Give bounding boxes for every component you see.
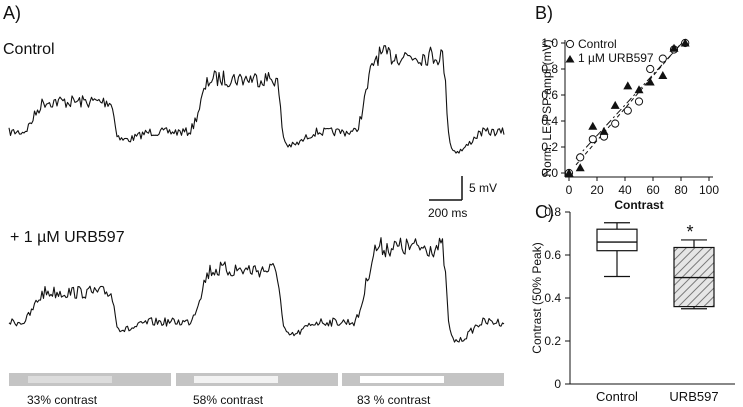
scale-bar: 5 mV 200 ms xyxy=(428,176,497,220)
b-point-urb597 xyxy=(669,43,679,52)
b-x-tick-label: 80 xyxy=(674,183,688,197)
c-y-tick-label: 0.4 xyxy=(544,291,561,305)
stimulus-pulse-3 xyxy=(360,376,444,383)
b-point-urb597 xyxy=(564,168,574,177)
b-point-control xyxy=(588,135,597,144)
stimulus-label-2: 58% contrast xyxy=(193,393,264,407)
b-point-urb597 xyxy=(588,121,598,130)
c-y-tick-label: 0.8 xyxy=(544,205,561,219)
b-point-control xyxy=(576,153,585,162)
b-point-urb597 xyxy=(623,81,633,90)
c-iqr-box xyxy=(596,228,638,252)
b-point-urb597 xyxy=(645,77,655,86)
c-y-tick-label: 0.6 xyxy=(544,248,561,262)
c-y-tick-label: 0.2 xyxy=(544,334,561,348)
contrast-50-boxplot: 0 0.2 0.4 0.6 0.8 Control URB597 Contrast (5… xyxy=(530,205,735,404)
stimulus-label-3: 83 % contrast xyxy=(357,393,431,407)
legend-urb-marker xyxy=(565,55,575,63)
urb-trace-label: + 1 µM URB597 xyxy=(10,229,125,246)
c-box-urb597 xyxy=(673,239,715,310)
legend-urb-label: 1 µM URB597 xyxy=(578,51,654,65)
stimulus-label-1: 33% contrast xyxy=(27,393,98,407)
b-y-tick-label: 0.8 xyxy=(541,62,558,76)
urb597-voltage-trace xyxy=(8,237,505,343)
b-y-tick-label: 0.4 xyxy=(541,114,558,128)
c-box-control xyxy=(596,222,638,278)
panel-c-label: C) xyxy=(535,202,554,222)
b-x-tick-label: 100 xyxy=(699,183,719,197)
b-y-axis-label: Norm. LE-PSP ampl (mV) xyxy=(540,39,554,176)
b-x-axis-label: Contrast xyxy=(614,198,663,212)
b-fit-line xyxy=(575,38,687,166)
b-x-tick-label: 20 xyxy=(590,183,604,197)
c-category-urb597: URB597 xyxy=(669,389,718,404)
c-significance-star: * xyxy=(686,222,693,242)
c-category-control: Control xyxy=(596,389,638,404)
b-point-control xyxy=(634,97,644,106)
contrast-response-chart: 0.0 0.2 0.4 0.6 0.8 1.0 0 20 40 60 80 100 Contrast… xyxy=(540,36,719,212)
b-point-urb597 xyxy=(634,85,644,94)
b-point-control xyxy=(658,54,667,63)
panel-a-label: A) xyxy=(3,3,21,23)
b-point-urb597 xyxy=(610,100,620,109)
control-trace-label: Control xyxy=(3,41,55,58)
b-x-tick-label: 60 xyxy=(646,183,660,197)
stimulus-timeline: 33% contrast 58% contrast 83 % contrast xyxy=(9,373,504,407)
b-y-tick-label: 0.6 xyxy=(541,88,558,102)
b-x-tick-label: 0 xyxy=(566,183,573,197)
stimulus-pulse-2 xyxy=(194,376,278,383)
panel-b-label: B) xyxy=(535,3,553,23)
scale-bar-time-label: 200 ms xyxy=(428,206,467,220)
b-x-tick-label: 40 xyxy=(618,183,632,197)
b-point-urb597 xyxy=(575,163,585,172)
c-y-axis-label: Contrast (50% Peak) xyxy=(530,242,544,353)
b-point-urb597 xyxy=(599,126,609,135)
b-point-control xyxy=(646,64,655,74)
control-voltage-trace xyxy=(8,45,505,154)
b-y-tick-label: 1.0 xyxy=(541,36,558,50)
b-legend: Control 1 µM URB597 xyxy=(565,37,654,65)
c-y-tick-label: 0 xyxy=(554,377,561,391)
scale-bar-voltage-label: 5 mV xyxy=(469,181,497,195)
b-point-control xyxy=(611,119,620,128)
legend-control-marker xyxy=(565,39,575,49)
stimulus-pulse-1 xyxy=(28,376,112,383)
b-point-control xyxy=(623,106,632,115)
b-point-urb597 xyxy=(658,71,668,79)
b-y-tick-label: 0.2 xyxy=(541,140,558,154)
b-y-tick-label: 0.0 xyxy=(541,166,558,180)
legend-control-label: Control xyxy=(578,37,617,51)
b-point-urb597 xyxy=(680,38,690,47)
